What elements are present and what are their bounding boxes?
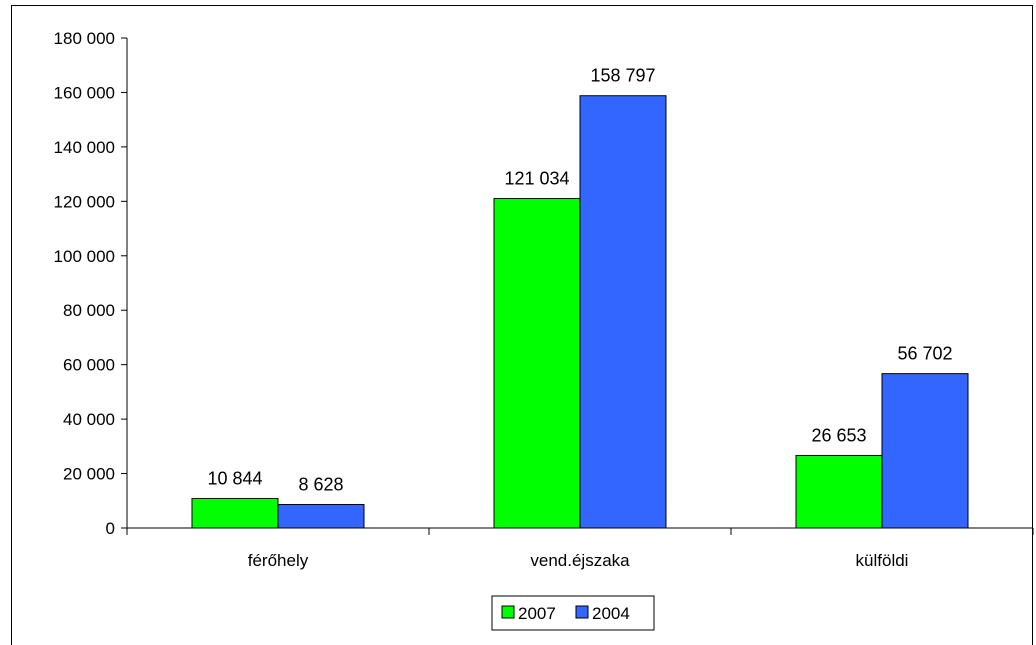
y-tick-label: 120 000	[54, 192, 115, 211]
y-tick-label: 0	[106, 519, 115, 538]
x-tick-label: vend.éjszaka	[530, 551, 630, 570]
bar-2004-2	[881, 373, 969, 529]
legend-label-2007: 2007	[518, 604, 556, 623]
bar-2004-0	[277, 504, 365, 529]
bar-2007-0	[191, 497, 279, 529]
legend-swatch-2007	[501, 605, 515, 619]
y-tick-label: 40 000	[63, 410, 115, 429]
legend: 2007 2004	[491, 595, 655, 631]
x-tick-label: férőhely	[248, 551, 309, 570]
data-label: 10 844	[207, 468, 262, 488]
bars	[191, 95, 969, 529]
legend-swatch-2004	[575, 605, 589, 619]
axes: 0 20 000 40 000 60 000 80 000 100 000 120 000 1…	[54, 29, 1034, 570]
y-tick-label: 20 000	[63, 465, 115, 484]
data-label: 56 702	[897, 344, 952, 364]
data-label: 158 797	[590, 66, 655, 86]
bar-2004-1	[579, 95, 667, 529]
y-tick-label: 60 000	[63, 356, 115, 375]
data-labels: 10 844 8 628 121 034 158 797 26 653 56 702	[207, 66, 952, 495]
chart-frame	[11, 5, 1033, 645]
data-label: 8 628	[298, 475, 343, 495]
y-tick-label: 140 000	[54, 138, 115, 157]
y-tick-label: 80 000	[63, 301, 115, 320]
x-tick-label: külföldi	[856, 551, 909, 570]
y-tick-label: 160 000	[54, 83, 115, 102]
bar-2007-1	[493, 198, 581, 529]
y-tick-label: 180 000	[54, 29, 115, 48]
legend-label-2004: 2004	[592, 604, 630, 623]
data-label: 26 653	[811, 425, 866, 445]
y-tick-label: 100 000	[54, 247, 115, 266]
legend-box	[491, 595, 655, 631]
data-label: 121 034	[504, 169, 569, 189]
bar-2007-2	[795, 454, 883, 529]
